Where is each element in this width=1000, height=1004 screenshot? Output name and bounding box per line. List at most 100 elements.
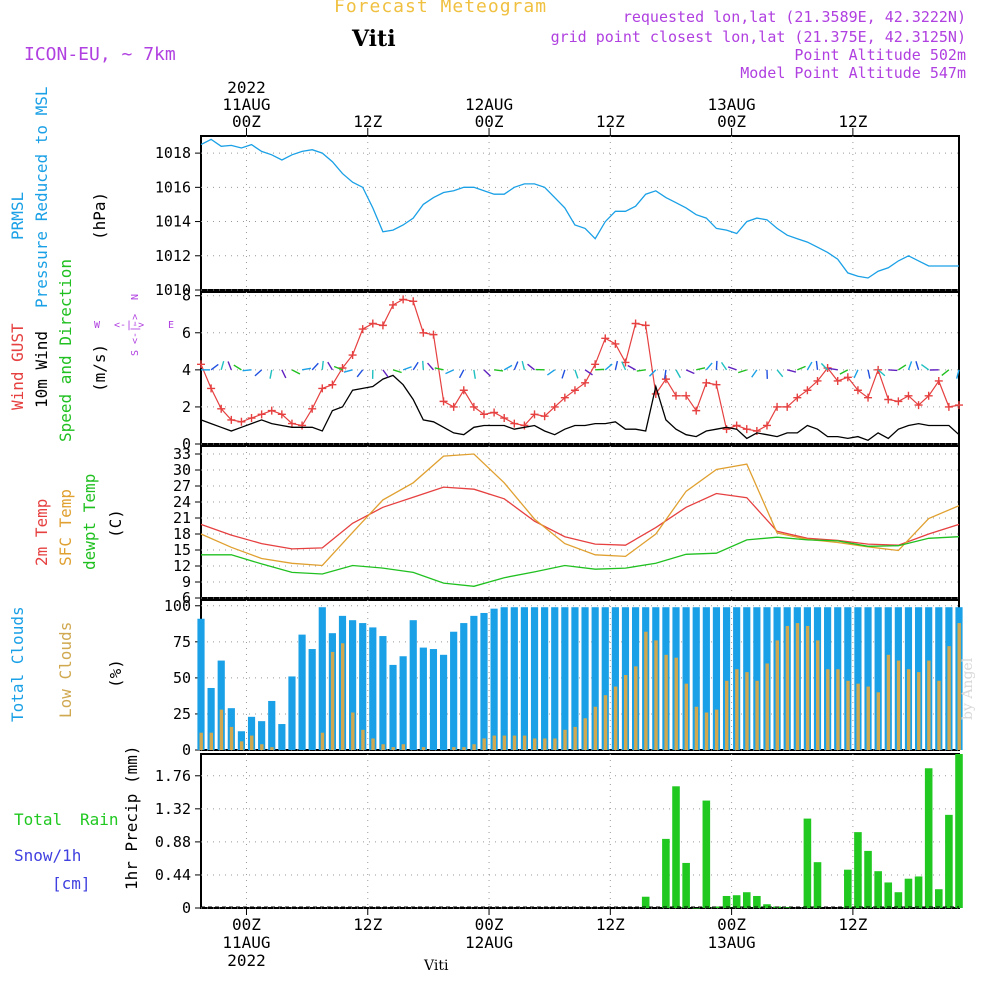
- gust-marker: [632, 320, 640, 328]
- wind-dir-arrow: [916, 361, 919, 370]
- panel-frame-0: [201, 136, 959, 290]
- low-cloud-bar: [826, 669, 829, 750]
- wind-dir-arrow: [575, 370, 578, 379]
- ytick-label: 8: [182, 287, 191, 305]
- gust-marker: [662, 375, 670, 383]
- low-cloud-bar: [594, 707, 597, 750]
- low-cloud-bar: [685, 684, 688, 750]
- ytick-label: 6: [182, 324, 191, 342]
- low-cloud-bar: [230, 727, 233, 750]
- low-cloud-bar: [452, 747, 455, 750]
- rain-bar: [733, 895, 741, 908]
- ytick-label: 1016: [155, 178, 191, 196]
- rain-bar: [905, 879, 913, 908]
- low-cloud-bar: [543, 738, 546, 750]
- total-cloud-bar: [268, 701, 275, 750]
- rain-bar: [753, 896, 761, 908]
- gust-marker: [642, 321, 650, 329]
- wind-dir-arrow: [504, 365, 512, 370]
- top-date-label: 11AUG: [222, 95, 270, 114]
- bottom-date-label: 12AUG: [465, 933, 513, 952]
- wind-dir-arrow: [312, 363, 318, 370]
- low-cloud-bar: [927, 661, 930, 750]
- total-cloud-bar: [430, 649, 437, 750]
- low-cloud-bar: [523, 736, 526, 750]
- gust-marker: [419, 329, 427, 337]
- ytick-label: 1.76: [155, 767, 191, 785]
- precip-unit: 1hr Precip (mm): [122, 746, 141, 891]
- rain-bar: [854, 832, 862, 908]
- ytick-label: 33: [173, 445, 191, 463]
- model-altitude: Model Point Altitude 547m: [740, 64, 966, 82]
- total-cloud-bar: [561, 607, 568, 750]
- gust-marker: [298, 421, 306, 429]
- total-cloud-bar: [521, 607, 528, 750]
- total-cloud-bar: [491, 609, 498, 750]
- wind-dir-arrow: [888, 370, 897, 371]
- low-cloud-bar: [422, 747, 425, 750]
- temp-unit: (C): [106, 509, 125, 538]
- gust-marker: [450, 403, 458, 411]
- top-hour-label: 00Z: [717, 112, 746, 131]
- low-cloud-bar: [614, 687, 617, 750]
- low-cloud-bar: [220, 710, 223, 750]
- rain-bar: [723, 896, 731, 908]
- gust-marker: [601, 334, 609, 342]
- total-cloud-bar: [470, 616, 477, 750]
- low-cloud-bar: [644, 632, 647, 750]
- ytick-label: 1012: [155, 247, 191, 265]
- rain-bar: [662, 839, 670, 908]
- wind-dir-arrow: [637, 370, 646, 371]
- compass-south: S: [130, 350, 141, 356]
- low-cloud-bar: [392, 747, 395, 750]
- low-cloud-bar: [482, 738, 485, 750]
- ytick-label: 0.88: [155, 833, 191, 851]
- gust-marker: [470, 403, 478, 411]
- rain-bar: [895, 892, 903, 908]
- gridpoint-coords: grid point closest lon,lat (21.375E, 42.…: [551, 28, 966, 46]
- precip-total-label: Total: [14, 810, 62, 829]
- low-cloud-bar: [877, 692, 880, 750]
- total-cloud-bar: [278, 724, 285, 750]
- wind-dir-arrow: [722, 362, 727, 369]
- low-cloud-bar: [503, 736, 506, 750]
- panel-frame-2: [201, 446, 959, 598]
- wind-dir-arrow: [255, 370, 262, 376]
- low-cloud-bar: [745, 672, 748, 750]
- gust-marker: [864, 394, 872, 402]
- low-cloud-bar: [867, 687, 870, 750]
- clouds-unit: (%): [106, 659, 125, 688]
- bottom-hour-label: 00Z: [232, 915, 261, 934]
- gust-marker: [672, 392, 680, 400]
- rain-bar: [874, 871, 882, 908]
- ytick-label: 50: [173, 669, 191, 687]
- ytick-label: 0.44: [155, 866, 191, 884]
- wind-dir-arrow: [243, 370, 252, 371]
- low-cloud-bar: [806, 626, 809, 750]
- gust-marker: [763, 421, 771, 429]
- gust-marker: [611, 340, 619, 348]
- wind-dir-arrow: [840, 370, 848, 374]
- low-cloud-bar: [735, 669, 738, 750]
- gust-marker: [399, 295, 407, 303]
- product-title: Forecast Meteogram: [334, 0, 547, 17]
- ytick-label: 18: [173, 525, 191, 543]
- gust-marker: [318, 384, 326, 392]
- wind-dir-arrow: [423, 361, 424, 370]
- ytick-label: 27: [173, 477, 191, 495]
- low-cloud-bar: [493, 736, 496, 750]
- low-cloud-bar: [240, 741, 243, 750]
- low-cloud-bar: [846, 681, 849, 750]
- low-cloud-bar: [341, 643, 344, 750]
- gust-marker: [258, 410, 266, 418]
- compass-north: N: [130, 294, 141, 300]
- gust-marker: [945, 403, 953, 411]
- low-cloud-bar: [210, 733, 213, 750]
- low-cloud-bar: [200, 733, 203, 750]
- gust-marker: [500, 414, 508, 422]
- low-cloud-bar: [816, 640, 819, 750]
- wind-dir-arrow: [706, 363, 712, 370]
- model-label: ICON-EU, ~ 7km: [24, 44, 176, 65]
- rain-bar: [925, 768, 933, 908]
- rain-bar: [703, 801, 711, 908]
